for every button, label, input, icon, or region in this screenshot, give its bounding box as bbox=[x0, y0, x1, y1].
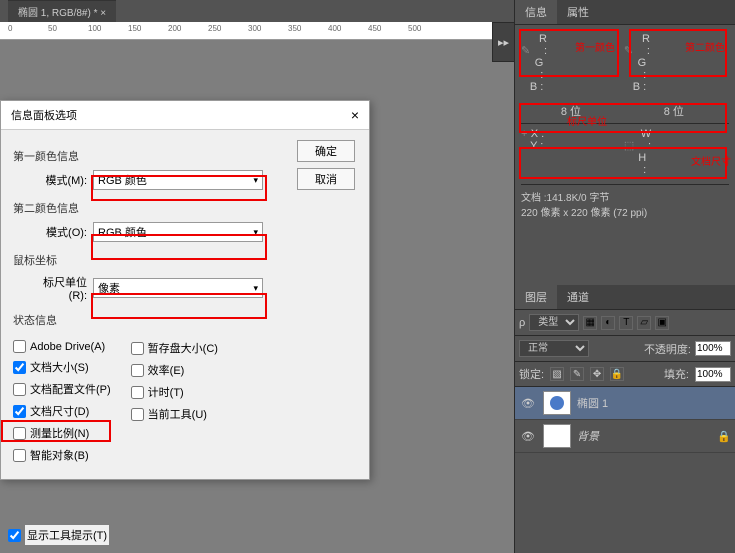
chevron-down-icon: ▾ bbox=[253, 283, 258, 294]
ruler-tick: 250 bbox=[208, 24, 221, 33]
tab-info[interactable]: 信息 bbox=[515, 0, 557, 24]
visibility-icon[interactable]: 👁 bbox=[519, 397, 537, 410]
ruler-tick: 500 bbox=[408, 24, 421, 33]
mode2-label: 模式(O): bbox=[27, 224, 87, 240]
highlight-box bbox=[1, 420, 111, 442]
fill-label: 填充: bbox=[664, 366, 689, 382]
filter-shape-icon[interactable]: ▱ bbox=[637, 316, 651, 330]
show-tooltip-check: 显示工具提示(T) bbox=[8, 525, 109, 545]
right-panel-dock: ▸▸ 信息 属性 ✎ R : G : B : ✎ R : G : B : 第一颜… bbox=[514, 0, 735, 553]
ruler-tick: 450 bbox=[368, 24, 381, 33]
layer-name: 背景 bbox=[577, 428, 599, 444]
doc-dims-line: 220 像素 x 220 像素 (72 ppi) bbox=[521, 204, 729, 219]
dialog-body: 确定 取消 第一颜色信息 模式(M): RGB 颜色 ▾ 第二颜色信息 模式(O… bbox=[1, 130, 369, 479]
status-col2: 暂存盘大小(C) 效率(E) 计时(T) 当前工具(U) bbox=[131, 334, 218, 469]
highlight-box bbox=[519, 147, 727, 179]
dialog-title-text: 信息面板选项 bbox=[11, 107, 77, 123]
check-doc-profile[interactable] bbox=[13, 383, 26, 396]
info-panel: 信息 属性 ✎ R : G : B : ✎ R : G : B : 第一颜色 第… bbox=[515, 0, 735, 195]
highlight-box bbox=[91, 234, 267, 260]
check-scratch[interactable] bbox=[131, 342, 144, 355]
highlight-box bbox=[91, 175, 267, 201]
ruler-tick: 50 bbox=[48, 24, 57, 33]
ok-button[interactable]: 确定 bbox=[297, 140, 355, 162]
check-doc-size[interactable] bbox=[13, 361, 26, 374]
tab-layers[interactable]: 图层 bbox=[515, 285, 557, 309]
lock-pixels-icon[interactable]: ✎ bbox=[570, 367, 584, 381]
layer-thumbnail bbox=[543, 424, 571, 448]
highlight-box bbox=[519, 29, 619, 77]
show-tooltip-checkbox[interactable] bbox=[8, 529, 21, 542]
info-panel-options-dialog: 信息面板选项 × 确定 取消 第一颜色信息 模式(M): RGB 颜色 ▾ 第二… bbox=[0, 100, 370, 480]
lock-position-icon[interactable]: ✥ bbox=[590, 367, 604, 381]
filter-smart-icon[interactable]: ▣ bbox=[655, 316, 669, 330]
tab-properties[interactable]: 属性 bbox=[557, 0, 599, 24]
cancel-button[interactable]: 取消 bbox=[297, 168, 355, 190]
opacity-input[interactable] bbox=[695, 341, 731, 356]
panel-collapse-icon[interactable]: ▸▸ bbox=[492, 22, 515, 62]
highlight-box bbox=[629, 29, 727, 77]
layers-panel: 图层 通道 ρ 类型 ▦ ◐ T ▱ ▣ 正常 不透明度: 锁定: ▧ ✎ ✥ … bbox=[515, 285, 735, 453]
doc-size-line: 文档 :141.8K/0 字节 bbox=[521, 189, 729, 204]
check-smart-obj[interactable] bbox=[13, 449, 26, 462]
check-adobe-drive[interactable] bbox=[13, 340, 26, 353]
layer-name: 椭圆 1 bbox=[577, 395, 608, 411]
visibility-icon[interactable]: 👁 bbox=[519, 430, 537, 443]
check-timing[interactable] bbox=[131, 386, 144, 399]
lock-label: 锁定: bbox=[519, 366, 544, 382]
section-second-color: 第二颜色信息 bbox=[13, 200, 359, 216]
fill-input[interactable] bbox=[695, 367, 731, 382]
layer-filter-kind[interactable]: 类型 bbox=[529, 314, 579, 331]
status-col1: Adobe Drive(A) 文档大小(S) 文档配置文件(P) 文档尺寸(D)… bbox=[13, 334, 111, 469]
mode1-label: 模式(M): bbox=[27, 172, 87, 188]
ruler-tick: 400 bbox=[328, 24, 341, 33]
highlight-box bbox=[91, 293, 267, 319]
ruler-tick: 0 bbox=[8, 24, 12, 33]
filter-adjust-icon[interactable]: ◐ bbox=[601, 316, 615, 330]
close-icon[interactable]: × bbox=[351, 107, 359, 123]
dialog-titlebar: 信息面板选项 × bbox=[1, 101, 369, 130]
lock-icon: 🔒 bbox=[717, 430, 731, 443]
ruler-unit-label: 标尺单位(R): bbox=[27, 274, 87, 302]
tab-channels[interactable]: 通道 bbox=[557, 285, 599, 309]
check-current-tool[interactable] bbox=[131, 408, 144, 421]
ruler-tick: 200 bbox=[168, 24, 181, 33]
ruler-tick: 300 bbox=[248, 24, 261, 33]
layer-row[interactable]: 👁 背景 🔒 bbox=[515, 420, 735, 453]
opacity-label: 不透明度: bbox=[644, 341, 691, 357]
layer-thumbnail bbox=[543, 391, 571, 415]
check-efficiency[interactable] bbox=[131, 364, 144, 377]
blend-mode-select[interactable]: 正常 bbox=[519, 340, 589, 357]
ruler-tick: 350 bbox=[288, 24, 301, 33]
ruler-tick: 150 bbox=[128, 24, 141, 33]
lock-all-icon[interactable]: 🔒 bbox=[610, 367, 624, 381]
layer-row[interactable]: 👁 椭圆 1 bbox=[515, 387, 735, 420]
document-tab[interactable]: 椭圆 1, RGB/8#) * × bbox=[8, 0, 116, 22]
ruler-tick: 100 bbox=[88, 24, 101, 33]
lock-transparent-icon[interactable]: ▧ bbox=[550, 367, 564, 381]
highlight-box bbox=[519, 103, 727, 133]
check-doc-dims[interactable] bbox=[13, 405, 26, 418]
filter-text-icon[interactable]: T bbox=[619, 316, 633, 330]
filter-pixel-icon[interactable]: ▦ bbox=[583, 316, 597, 330]
